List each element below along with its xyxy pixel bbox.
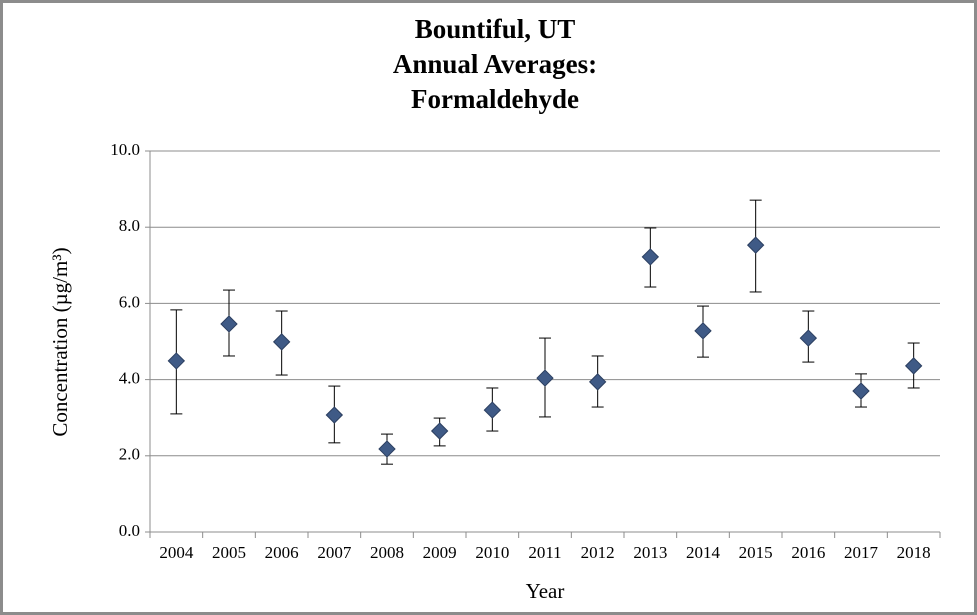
- x-tick-label: 2008: [370, 543, 404, 562]
- x-tick-label: 2005: [212, 543, 246, 562]
- chart-title: Bountiful, UT: [415, 14, 576, 44]
- x-tick-label: 2017: [844, 543, 879, 562]
- x-tick-label: 2010: [475, 543, 509, 562]
- marker: [641, 248, 660, 266]
- y-tick-label: 10.0: [110, 140, 140, 159]
- y-tick-label: 2.0: [119, 445, 140, 464]
- y-tick-label: 0.0: [119, 521, 140, 540]
- marker: [483, 401, 502, 419]
- x-tick-label: 2009: [423, 543, 457, 562]
- marker: [904, 357, 923, 375]
- y-tick-label: 6.0: [119, 292, 140, 311]
- x-axis-title: Year: [526, 579, 565, 603]
- x-tick-label: 2007: [317, 543, 352, 562]
- marker: [588, 373, 607, 391]
- marker: [430, 422, 449, 440]
- x-tick-label: 2015: [739, 543, 773, 562]
- marker: [799, 329, 818, 347]
- y-tick-label: 4.0: [119, 369, 140, 388]
- y-axis-title: Concentration (µg/m³): [48, 247, 72, 436]
- chart-title: Formaldehyde: [411, 84, 579, 114]
- x-tick-label: 2013: [633, 543, 667, 562]
- x-tick-label: 2011: [528, 543, 561, 562]
- x-tick-label: 2018: [897, 543, 931, 562]
- marker: [852, 382, 870, 400]
- x-tick-label: 2016: [791, 543, 825, 562]
- marker: [694, 322, 712, 340]
- marker: [536, 369, 554, 387]
- marker: [378, 440, 396, 458]
- x-tick-label: 2014: [686, 543, 721, 562]
- marker: [167, 352, 186, 370]
- marker: [746, 236, 765, 254]
- marker: [325, 406, 344, 424]
- x-tick-label: 2004: [159, 543, 194, 562]
- x-tick-label: 2012: [581, 543, 615, 562]
- marker: [272, 333, 291, 351]
- x-tick-label: 2006: [265, 543, 299, 562]
- chart-title: Annual Averages:: [393, 49, 597, 79]
- y-tick-label: 8.0: [119, 216, 140, 235]
- marker: [220, 315, 238, 333]
